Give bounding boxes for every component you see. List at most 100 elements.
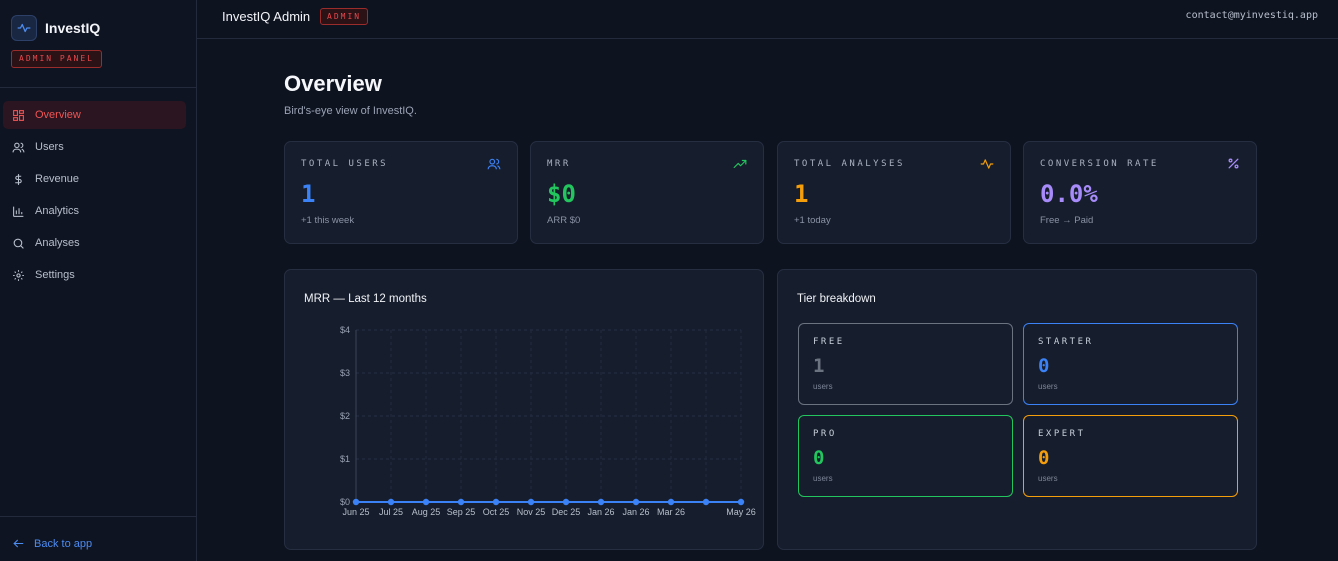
tier-card-expert: EXPERT 0 users: [1023, 415, 1238, 497]
x-tick-label: May 26: [726, 507, 756, 517]
pulse-icon: [11, 15, 37, 41]
back-to-app-link[interactable]: Back to app: [12, 537, 92, 550]
x-tick-label: Jun 25: [342, 507, 369, 517]
stat-sub: Free → Paid: [1040, 215, 1094, 226]
tier-unit: users: [813, 474, 833, 483]
sidebar-item-settings[interactable]: Settings: [3, 261, 186, 289]
sidebar-item-label: Overview: [35, 109, 81, 121]
dashboard-grid-icon: [13, 109, 24, 121]
x-tick-label: Jan 26: [587, 507, 614, 517]
trending-up-icon: [733, 159, 747, 169]
mrr-line-chart: $0 $1 $2 $3 $4 Jun 25 Jul 25 Aug 25 Sep 25 Oct 25…: [340, 325, 756, 517]
data-point: [667, 498, 675, 506]
users-icon: [487, 158, 501, 170]
users-icon: [12, 142, 25, 152]
data-point: [387, 498, 395, 506]
stat-card-total-analyses: TOTAL ANALYSES 1 +1 today: [777, 141, 1011, 244]
sidebar-nav: Overview Users Revenue Analytics Analyse…: [3, 101, 186, 293]
topbar-title: InvestIQ Admin: [222, 9, 311, 24]
tier-unit: users: [1038, 382, 1058, 391]
stat-value: 1: [301, 180, 316, 208]
sidebar-item-analyses[interactable]: Analyses: [3, 229, 186, 257]
x-tick-label: Dec 25: [552, 507, 581, 517]
tier-name: PRO: [813, 429, 837, 439]
sidebar-item-label: Analytics: [35, 205, 80, 217]
x-tick-label: Nov 25: [517, 507, 546, 517]
dollar-icon: [15, 173, 22, 185]
x-tick-label: Sep 25: [447, 507, 476, 517]
stat-value: 0.0%: [1040, 180, 1098, 208]
user-email: contact@myinvestiq.app: [1185, 10, 1318, 21]
tier-unit: users: [813, 382, 833, 391]
admin-badge: ADMIN: [320, 8, 369, 25]
sidebar-item-revenue[interactable]: Revenue: [3, 165, 186, 193]
tier-name: STARTER: [1038, 337, 1094, 347]
tier-card-starter: STARTER 0 users: [1023, 323, 1238, 405]
page-title: Overview: [284, 71, 382, 96]
sidebar-item-label: Users: [35, 141, 64, 153]
sidebar-item-label: Settings: [35, 269, 75, 281]
data-point: [352, 498, 360, 506]
tier-name: FREE: [813, 337, 845, 347]
stat-card-conversion-rate: CONVERSION RATE 0.0% Free → Paid: [1023, 141, 1257, 244]
sidebar-item-analytics[interactable]: Analytics: [3, 197, 186, 225]
stat-label: MRR: [547, 159, 571, 169]
activity-icon: [980, 159, 994, 169]
x-tick-label: Oct 25: [483, 507, 510, 517]
tier-breakdown-title: Tier breakdown: [797, 293, 876, 305]
page-subtitle: Bird's-eye view of InvestIQ.: [284, 105, 417, 117]
sidebar-item-users[interactable]: Users: [3, 133, 186, 161]
stat-value: $0: [547, 180, 576, 208]
mrr-chart-title: MRR — Last 12 months: [304, 293, 427, 305]
sidebar: InvestIQ ADMIN PANEL Overview Users Reve…: [0, 0, 197, 561]
sidebar-bottom-divider: [0, 516, 196, 517]
sidebar-divider: [0, 87, 196, 88]
stat-label: TOTAL ANALYSES: [794, 159, 905, 169]
stat-value: 1: [794, 180, 809, 208]
data-point: [492, 498, 500, 506]
data-point: [422, 498, 430, 506]
percent-icon: [1228, 158, 1239, 169]
brand[interactable]: InvestIQ: [11, 15, 100, 41]
y-tick-label: $4: [340, 325, 350, 335]
mrr-chart-panel: MRR — Last 12 months $0 $1 $2 $3 $4 Jun 25 Jul…: [284, 269, 764, 550]
data-point: [702, 498, 710, 506]
stat-sub: ARR $0: [547, 215, 581, 226]
tier-count: 1: [813, 355, 825, 377]
bar-chart-icon: [13, 206, 24, 217]
data-point: [597, 498, 605, 506]
topbar: InvestIQ Admin ADMIN contact@myinvestiq.…: [197, 0, 1338, 39]
sidebar-item-label: Revenue: [35, 173, 80, 185]
tier-name: EXPERT: [1038, 429, 1086, 439]
stat-label: TOTAL USERS: [301, 159, 389, 169]
tier-count: 0: [813, 447, 825, 469]
y-tick-label: $0: [340, 497, 350, 507]
data-point: [527, 498, 535, 506]
search-icon: [13, 238, 24, 249]
x-tick-label: Jul 25: [379, 507, 403, 517]
brand-name: InvestIQ: [45, 20, 101, 36]
data-point: [562, 498, 570, 506]
y-tick-label: $3: [340, 368, 350, 378]
x-tick-label: Jan 26: [622, 507, 649, 517]
x-tick-label: Aug 25: [412, 507, 441, 517]
tier-unit: users: [1038, 474, 1058, 483]
y-tick-label: $2: [340, 411, 350, 421]
tier-count: 0: [1038, 355, 1050, 377]
tier-count: 0: [1038, 447, 1050, 469]
data-point: [737, 498, 745, 506]
x-tick-label: Mar 26: [657, 507, 685, 517]
y-tick-label: $1: [340, 454, 350, 464]
stat-sub: +1 this week: [301, 215, 355, 226]
stat-card-total-users: TOTAL USERS 1 +1 this week: [284, 141, 518, 244]
stat-card-mrr: MRR $0 ARR $0: [530, 141, 764, 244]
sidebar-item-label: Analyses: [35, 237, 80, 249]
admin-panel-badge: ADMIN PANEL: [11, 50, 102, 68]
gear-icon: [13, 269, 24, 281]
stat-sub: +1 today: [794, 215, 831, 226]
sidebar-item-overview[interactable]: Overview: [3, 101, 186, 129]
data-point: [457, 498, 465, 506]
arrow-left-icon: [13, 539, 24, 548]
back-to-app-label: Back to app: [34, 537, 93, 550]
stat-label: CONVERSION RATE: [1040, 159, 1159, 169]
